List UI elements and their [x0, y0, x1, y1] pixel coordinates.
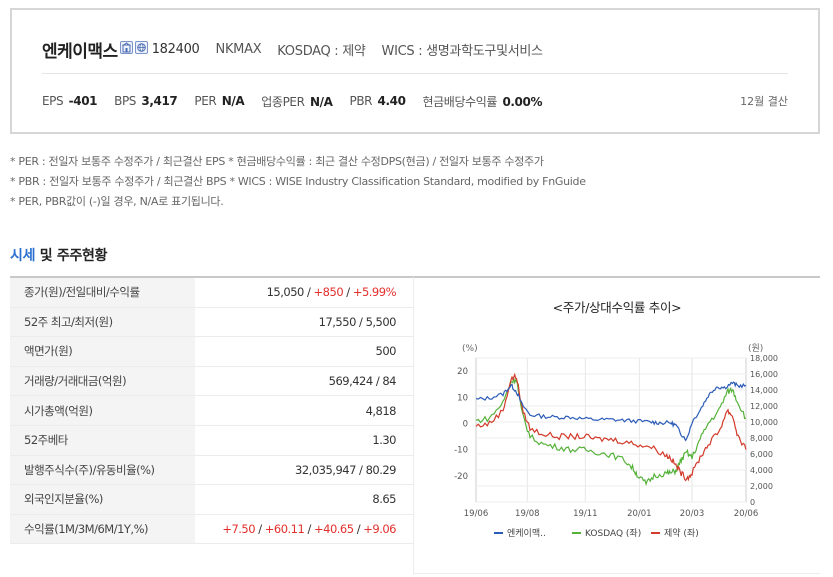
table-row: 액면가(원) 500: [10, 337, 413, 367]
right-tick-label: 16,000: [750, 370, 778, 379]
right-tick-label: 8,000: [750, 434, 773, 443]
x-tick-label: 19/11: [573, 509, 598, 519]
english-name: NKMAX: [215, 41, 262, 57]
price-chart-panel: <주가/상대수익률 추이> (%) (원) 20 10 0 -10 -20 18,000 16,…: [413, 276, 820, 574]
right-tick-label: 2,000: [750, 482, 773, 491]
right-tick-label: 6,000: [750, 450, 773, 459]
company-summary-box: 엔케이맥스 182400 NKMAX KOSDAQ : 제약 WICS : 생명…: [10, 8, 820, 134]
x-tick-label: 19/06: [464, 509, 489, 519]
building-icon[interactable]: [119, 40, 133, 54]
stat-bps: BPS 3,417: [114, 94, 178, 108]
row-value: +7.50 / +60.11 / +40.65 / +9.06: [222, 522, 396, 537]
company-title-row: 엔케이맥스 182400 NKMAX KOSDAQ : 제약 WICS : 생명…: [42, 36, 543, 62]
left-axis-unit: (%): [462, 344, 478, 354]
x-tick-label: 20/01: [627, 509, 652, 519]
row-value: 500: [375, 344, 397, 359]
company-name: 엔케이맥스: [42, 41, 118, 62]
summary-divider: [42, 73, 788, 74]
row-label: 거래량/거래대금(억원): [10, 366, 195, 396]
row-label: 발행주식수(주)/유동비율(%): [10, 455, 195, 485]
settlement-month: 12월 결산: [740, 95, 788, 108]
table-row: 52주 최고/최저(원) 17,550 / 5,500: [10, 307, 413, 338]
row-label: 외국인지분율(%): [10, 485, 195, 514]
series-line: [475, 378, 747, 487]
x-tick-label: 20/03: [680, 509, 705, 519]
row-value: 32,035,947 / 80.29: [295, 462, 396, 477]
section-title: 시세 및 주주현황: [10, 248, 108, 264]
right-tick-label: 14,000: [750, 386, 778, 395]
wics-sector: WICS : 생명과학도구및서비스: [381, 43, 543, 59]
row-label: 종가(원)/전일대비/수익률: [10, 278, 195, 307]
footnote: * PER : 전일자 보통주 수정주가 / 최근결산 EPS * 현금배당수익…: [10, 155, 544, 168]
row-value: 15,050 / +850 / +5.99%: [266, 285, 397, 300]
left-tick-label: 20: [457, 367, 468, 377]
legend-label: 제약 (좌): [664, 527, 699, 539]
stat-eps: EPS -401: [42, 94, 98, 108]
stat-industry-per: 업종PER N/A: [261, 94, 333, 109]
x-tick-label: 20/06: [734, 509, 759, 519]
plot-area: [475, 357, 747, 503]
footnote: * PER, PBR값이 (-)일 경우, N/A로 표기됩니다.: [10, 195, 224, 208]
row-label: 시가총액(억원): [10, 396, 195, 425]
row-value: 17,550 / 5,500: [318, 314, 397, 329]
row-value: 569,424 / 84: [328, 374, 397, 389]
left-tick-label: 0: [463, 419, 468, 429]
table-row: 종가(원)/전일대비/수익률 15,050 / +850 / +5.99%: [10, 278, 413, 308]
row-label: 액면가(원): [10, 337, 195, 366]
right-tick-label: 12,000: [750, 402, 778, 411]
footnote: * PBR : 전일자 보통주 수정주가 / 최근결산 BPS * WICS :…: [10, 175, 586, 188]
table-row: 거래량/거래대금(억원) 569,424 / 84: [10, 366, 413, 397]
stat-dividend-yield: 현금배당수익률 0.00%: [422, 94, 543, 109]
legend-label: KOSDAQ (좌): [585, 528, 641, 539]
legend-label: 엔케이맥..: [507, 528, 546, 539]
market-table: 종가(원)/전일대비/수익률 15,050 / +850 / +5.99% 52주 …: [10, 276, 413, 545]
globe-icon[interactable]: [134, 40, 148, 54]
stat-per: PER N/A: [194, 94, 245, 108]
left-tick-label: 10: [457, 393, 468, 403]
table-row: 시가총액(억원) 4,818: [10, 396, 413, 426]
right-tick-label: 10,000: [750, 418, 778, 427]
right-axis-unit: (원): [748, 343, 763, 354]
x-tick-label: 19/08: [515, 509, 540, 519]
right-tick-label: 4,000: [750, 466, 773, 475]
stock-code: 182400: [151, 41, 200, 57]
stat-pbr: PBR 4.40: [349, 94, 406, 108]
left-tick-label: -10: [454, 446, 468, 456]
price-chart: (%) (원) 20 10 0 -10 -20 18,000 16,000 14,000 12,00…: [454, 343, 778, 539]
right-tick-label: 18,000: [750, 354, 778, 363]
valuation-stats: EPS -401 BPS 3,417 PER N/A 업종PER N/A PBR…: [42, 92, 788, 110]
row-value: 1.30: [372, 433, 396, 448]
row-label: 52주 최고/최저(원): [10, 307, 195, 337]
table-row: 외국인지분율(%) 8.65: [10, 485, 413, 515]
table-row: 52주베타 1.30: [10, 425, 413, 456]
row-value: 8.65: [372, 492, 396, 507]
row-label: 수익률(1M/3M/6M/1Y,%): [10, 514, 195, 544]
chart-title: <주가/상대수익률 추이>: [552, 300, 682, 315]
row-value: 4,818: [365, 403, 397, 418]
table-row: 수익률(1M/3M/6M/1Y,%) +7.50 / +60.11 / +40.6…: [10, 514, 413, 545]
footnotes: * PER : 전일자 보통주 수정주가 / 최근결산 EPS * 현금배당수익…: [10, 152, 586, 212]
left-tick-label: -20: [454, 472, 468, 482]
right-tick-label: 0: [750, 498, 755, 507]
table-row: 발행주식수(주)/유동비율(%) 32,035,947 / 80.29: [10, 455, 413, 486]
market-sector: KOSDAQ : 제약: [277, 43, 366, 59]
series-line: [475, 381, 747, 442]
row-label: 52주베타: [10, 425, 195, 455]
